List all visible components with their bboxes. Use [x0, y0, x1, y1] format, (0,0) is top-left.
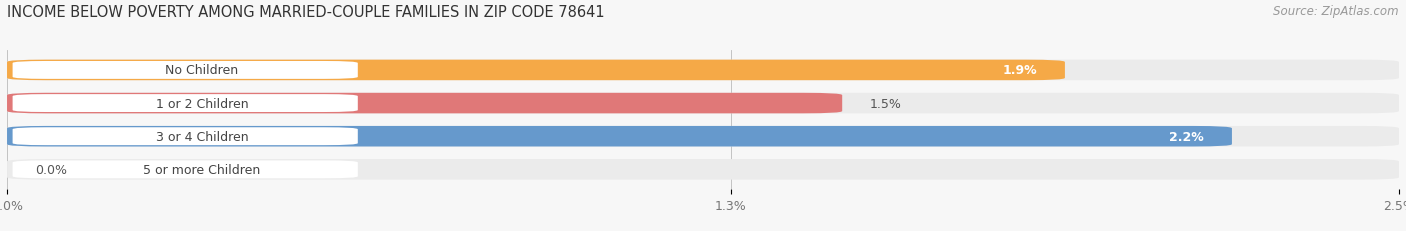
- Text: INCOME BELOW POVERTY AMONG MARRIED-COUPLE FAMILIES IN ZIP CODE 78641: INCOME BELOW POVERTY AMONG MARRIED-COUPL…: [7, 5, 605, 20]
- FancyBboxPatch shape: [7, 60, 1399, 81]
- FancyBboxPatch shape: [7, 126, 1399, 147]
- FancyBboxPatch shape: [13, 62, 357, 79]
- Text: 2.2%: 2.2%: [1170, 130, 1204, 143]
- Text: Source: ZipAtlas.com: Source: ZipAtlas.com: [1274, 5, 1399, 18]
- Text: 1.9%: 1.9%: [1002, 64, 1038, 77]
- Text: 1.5%: 1.5%: [870, 97, 901, 110]
- Text: 1 or 2 Children: 1 or 2 Children: [156, 97, 249, 110]
- Text: 0.0%: 0.0%: [35, 163, 67, 176]
- FancyBboxPatch shape: [7, 60, 1064, 81]
- FancyBboxPatch shape: [13, 95, 357, 112]
- FancyBboxPatch shape: [7, 93, 1399, 114]
- FancyBboxPatch shape: [7, 126, 1232, 147]
- Text: No Children: No Children: [166, 64, 239, 77]
- Text: 3 or 4 Children: 3 or 4 Children: [156, 130, 249, 143]
- FancyBboxPatch shape: [13, 128, 357, 146]
- FancyBboxPatch shape: [13, 161, 357, 179]
- FancyBboxPatch shape: [7, 159, 1399, 180]
- FancyBboxPatch shape: [7, 93, 842, 114]
- Text: 5 or more Children: 5 or more Children: [143, 163, 260, 176]
